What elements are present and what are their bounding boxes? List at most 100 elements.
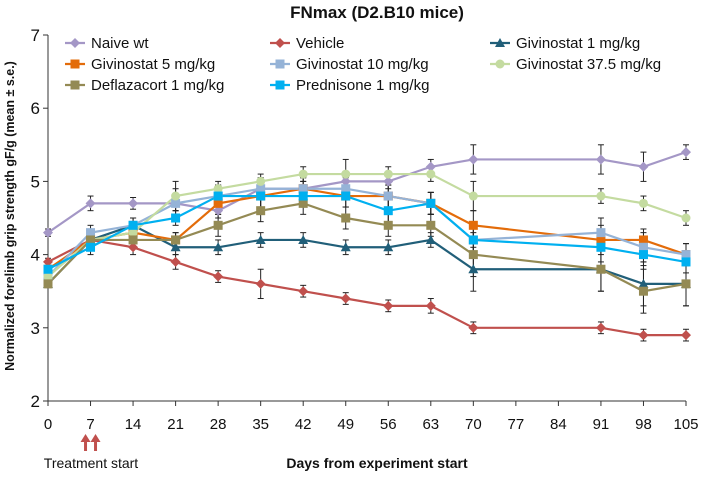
data-point-naive-wt: [638, 161, 649, 172]
data-point-givinostat-1-mg-kg: [255, 234, 266, 244]
y-tick-label: 3: [31, 319, 40, 338]
x-tick-label: 28: [210, 416, 227, 433]
legend-marker-naive-wt: [70, 38, 80, 48]
data-point-givinostat-1-mg-kg: [638, 278, 649, 288]
data-point-prednisone-1-mg-kg: [43, 264, 53, 274]
legend-label-givinostat-10-mg-kg: Givinostat 10 mg/kg: [296, 56, 429, 73]
data-point-vehicle: [425, 300, 436, 311]
data-point-naive-wt: [85, 198, 96, 209]
data-point-givinostat-1-mg-kg: [468, 264, 479, 274]
data-point-givinostat-10-mg-kg: [298, 184, 308, 194]
x-tick-label: 7: [86, 416, 94, 433]
data-point-givinostat-37-5-mg-kg: [596, 191, 606, 201]
x-tick-label: 98: [635, 416, 652, 433]
x-tick-label: 77: [508, 416, 525, 433]
data-point-deflazacort-1-mg-kg: [426, 220, 436, 230]
data-point-givinostat-10-mg-kg: [681, 250, 691, 260]
data-point-deflazacort-1-mg-kg: [681, 279, 691, 289]
data-point-vehicle: [340, 293, 351, 304]
data-point-naive-wt: [213, 205, 224, 216]
y-tick-label: 2: [31, 392, 40, 411]
y-axis-label: Normalized forelimb grip strength gF/g (…: [3, 61, 17, 371]
data-point-prednisone-1-mg-kg: [86, 242, 96, 252]
y-tick-label: 4: [31, 246, 40, 265]
data-point-givinostat-37-5-mg-kg: [638, 198, 648, 208]
data-point-deflazacort-1-mg-kg: [128, 235, 138, 245]
data-point-vehicle: [638, 330, 649, 341]
data-point-vehicle: [468, 322, 479, 333]
treatment-annotation: Treatment start: [44, 434, 138, 471]
x-tick-label: 84: [550, 416, 567, 433]
data-point-givinostat-5-mg-kg: [638, 235, 648, 245]
data-point-givinostat-5-mg-kg: [468, 220, 478, 230]
data-point-givinostat-1-mg-kg: [340, 242, 351, 252]
arrow-head: [90, 434, 101, 442]
data-point-vehicle: [383, 300, 394, 311]
data-point-prednisone-1-mg-kg: [596, 242, 606, 252]
data-point-vehicle: [128, 242, 139, 253]
data-point-prednisone-1-mg-kg: [638, 250, 648, 260]
data-point-givinostat-37-5-mg-kg: [128, 228, 138, 238]
legend-marker-givinostat-1-mg-kg: [495, 38, 505, 47]
series-markers: [43, 147, 691, 341]
series-lines: [47, 151, 687, 337]
x-tick-label: 14: [125, 416, 142, 433]
x-tick-label: 42: [295, 416, 312, 433]
data-point-prednisone-1-mg-kg: [298, 191, 308, 201]
legend-marker-givinostat-37-5-mg-kg: [495, 59, 505, 69]
series-line-naive-wt: [47, 151, 687, 234]
legend-label-givinostat-1-mg-kg: Givinostat 1 mg/kg: [516, 35, 640, 52]
data-point-givinostat-37-5-mg-kg: [383, 169, 393, 179]
data-point-prednisone-1-mg-kg: [256, 191, 266, 201]
data-point-deflazacort-1-mg-kg: [468, 250, 478, 260]
data-point-deflazacort-1-mg-kg: [86, 235, 96, 245]
legend-marker-givinostat-10-mg-kg: [275, 59, 285, 69]
series-line-givinostat-37-5-mg-kg: [47, 172, 687, 278]
data-point-givinostat-1-mg-kg: [170, 242, 181, 252]
data-point-givinostat-10-mg-kg: [383, 191, 393, 201]
data-point-givinostat-37-5-mg-kg: [298, 169, 308, 179]
data-point-givinostat-10-mg-kg: [86, 228, 96, 238]
x-tick-label: 21: [167, 416, 184, 433]
data-point-givinostat-1-mg-kg: [298, 234, 309, 244]
data-point-naive-wt: [43, 227, 53, 238]
legend-label-vehicle: Vehicle: [296, 35, 344, 52]
series-line-givinostat-5-mg-kg: [47, 187, 687, 271]
data-point-naive-wt: [425, 161, 436, 172]
data-point-deflazacort-1-mg-kg: [298, 198, 308, 208]
legend-marker-prednisone-1-mg-kg: [275, 80, 285, 90]
data-point-prednisone-1-mg-kg: [468, 235, 478, 245]
data-point-prednisone-1-mg-kg: [383, 206, 393, 216]
series-line-deflazacort-1-mg-kg: [47, 202, 687, 293]
legend-label-givinostat-37-5-mg-kg: Givinostat 37.5 mg/kg: [516, 56, 661, 73]
x-tick-label: 105: [673, 416, 698, 433]
x-tick-label: 70: [465, 416, 482, 433]
data-point-naive-wt: [681, 147, 691, 158]
data-point-prednisone-1-mg-kg: [213, 191, 223, 201]
data-point-deflazacort-1-mg-kg: [43, 279, 53, 289]
x-tick-label: 91: [593, 416, 610, 433]
series-line-givinostat-10-mg-kg: [47, 187, 687, 278]
data-point-vehicle: [595, 322, 606, 333]
legend-label-deflazacort-1-mg-kg: Deflazacort 1 mg/kg: [91, 77, 224, 94]
data-point-deflazacort-1-mg-kg: [341, 213, 351, 223]
data-point-vehicle: [298, 286, 309, 297]
y-tick-label: 7: [31, 26, 40, 45]
data-point-givinostat-10-mg-kg: [171, 198, 181, 208]
x-tick-label: 0: [44, 416, 52, 433]
x-tick-label: 56: [380, 416, 397, 433]
data-point-givinostat-10-mg-kg: [341, 184, 351, 194]
legend-label-prednisone-1-mg-kg: Prednisone 1 mg/kg: [296, 77, 429, 94]
legend-marker-givinostat-5-mg-kg: [70, 59, 80, 69]
data-point-prednisone-1-mg-kg: [171, 213, 181, 223]
legend-marker-deflazacort-1-mg-kg: [70, 80, 80, 90]
data-point-givinostat-37-5-mg-kg: [341, 169, 351, 179]
data-point-givinostat-37-5-mg-kg: [468, 191, 478, 201]
data-point-givinostat-5-mg-kg: [596, 235, 606, 245]
data-point-givinostat-37-5-mg-kg: [213, 184, 223, 194]
data-point-vehicle: [43, 256, 53, 267]
data-point-deflazacort-1-mg-kg: [213, 220, 223, 230]
data-point-givinostat-10-mg-kg: [596, 228, 606, 238]
